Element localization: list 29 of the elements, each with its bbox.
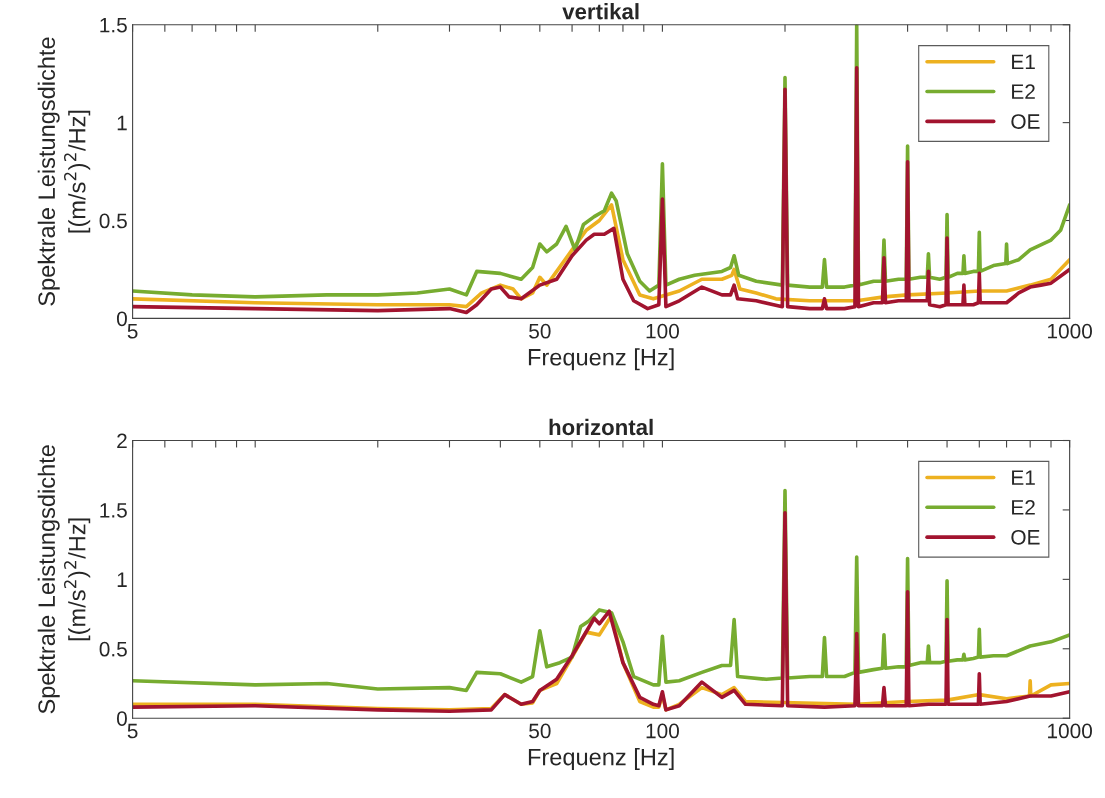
y-tick-label: 1	[117, 115, 127, 131]
x-tick-label: 5	[127, 723, 138, 739]
chart-title: vertikal	[562, 3, 639, 20]
y-tick-label: 0	[116, 311, 127, 327]
x-tick-label: 100	[646, 323, 679, 339]
y-axis-title: Spektrale Leistungsdichte [(m/s$^{2}$)$^{2}$/Hz]	[37, 37, 91, 306]
legend-label: OE	[1011, 114, 1040, 129]
y-tick-label: 0.5	[99, 213, 127, 229]
x-axis-title: Frequenz [Hz]	[528, 348, 674, 371]
y-tick-label: 1.5	[100, 503, 127, 518]
x-axis-title: Frequenz [Hz]	[528, 748, 674, 771]
x-tick-label: 5	[127, 324, 138, 339]
chart-title: horizontal	[549, 418, 653, 436]
y-tick-label: 2	[117, 433, 127, 449]
legend-label: E2	[1012, 84, 1035, 99]
x-tick-label: 50	[529, 723, 551, 739]
legend-label: E1	[1012, 470, 1035, 485]
y-tick-label: 1	[117, 572, 127, 587]
y-tick-label: 0.5	[99, 641, 127, 657]
x-tick-label: 50	[529, 323, 551, 339]
x-tick-label: 1000	[1048, 323, 1092, 339]
x-tick-label: 100	[646, 723, 679, 739]
legend-label: E2	[1012, 500, 1035, 515]
y-tick-label: 1.5	[100, 17, 127, 33]
legend-label: E1	[1012, 54, 1035, 69]
y-axis-title: Spektrale Leistungsdichte [(m/s$^{2}$)$^{2}$/Hz]	[37, 445, 91, 714]
y-tick-label: 0	[116, 711, 127, 726]
legend-label: OE	[1011, 529, 1040, 545]
x-tick-label: 1000	[1048, 723, 1092, 739]
